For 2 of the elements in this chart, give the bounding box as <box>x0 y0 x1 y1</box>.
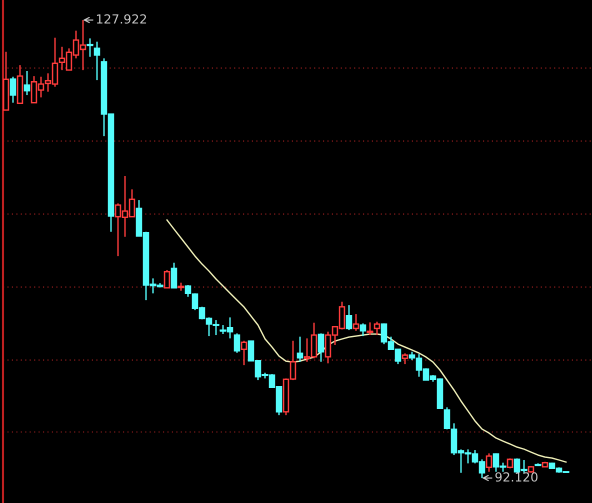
annotation: 127.922 <box>96 14 146 24</box>
annotation: 92.120 <box>495 472 538 482</box>
